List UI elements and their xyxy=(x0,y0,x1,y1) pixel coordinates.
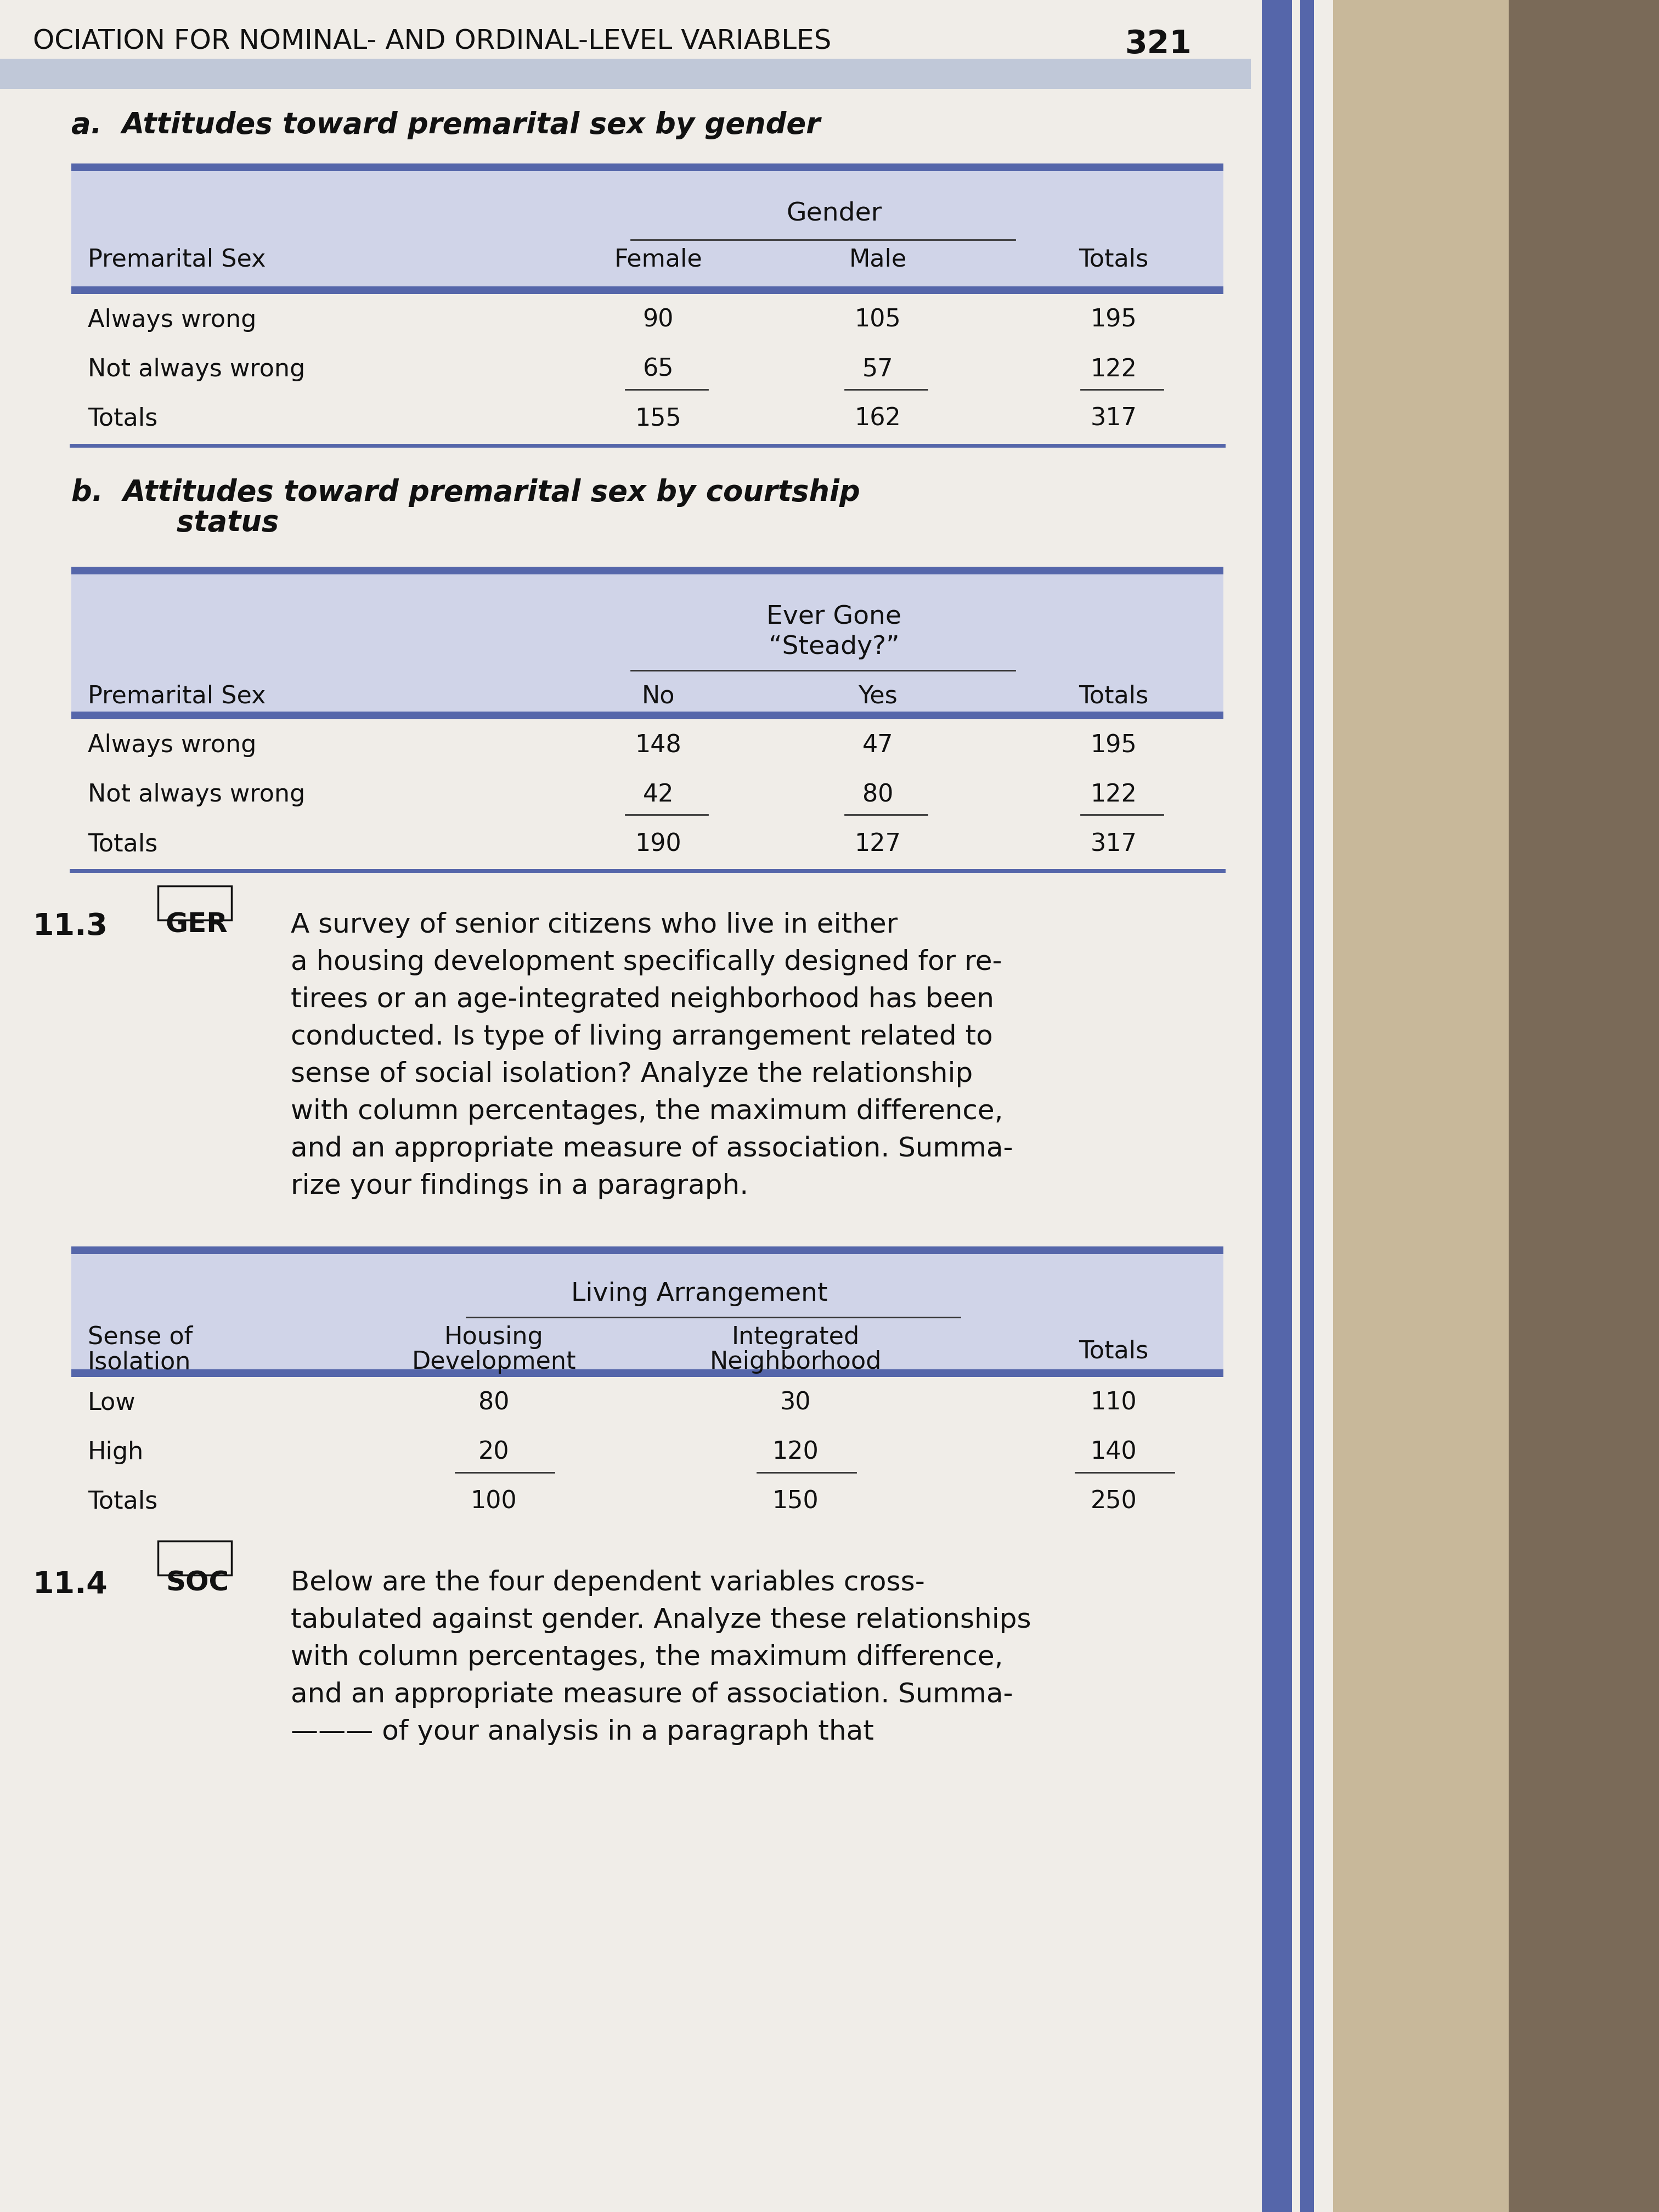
Text: 195: 195 xyxy=(1090,734,1136,757)
Bar xyxy=(71,1254,1223,1369)
Bar xyxy=(71,164,1223,170)
Text: Totals: Totals xyxy=(88,832,158,856)
Text: OCIATION FOR NOMINAL- AND ORDINAL-LEVEL VARIABLES: OCIATION FOR NOMINAL- AND ORDINAL-LEVEL … xyxy=(33,29,831,55)
Text: with column percentages, the maximum difference,: with column percentages, the maximum dif… xyxy=(290,1644,1004,1670)
Text: 90: 90 xyxy=(642,307,674,332)
Text: Totals: Totals xyxy=(1078,684,1148,708)
Text: 127: 127 xyxy=(854,832,901,856)
Text: Male: Male xyxy=(849,248,907,272)
Text: Totals: Totals xyxy=(1078,248,1148,272)
Bar xyxy=(71,1369,1223,1378)
Text: tabulated against gender. Analyze these relationships: tabulated against gender. Analyze these … xyxy=(290,1606,1032,1632)
Text: Totals: Totals xyxy=(88,407,158,431)
Bar xyxy=(71,170,1223,285)
Text: High: High xyxy=(88,1440,144,1464)
Text: and an appropriate measure of association. Summa-: and an appropriate measure of associatio… xyxy=(290,1135,1014,1161)
Text: 155: 155 xyxy=(635,407,682,431)
Text: Totals: Totals xyxy=(88,1491,158,1513)
Text: “Steady?”: “Steady?” xyxy=(768,635,899,659)
Text: Ever Gone: Ever Gone xyxy=(766,604,901,628)
Text: 148: 148 xyxy=(635,734,682,757)
Bar xyxy=(71,712,1223,719)
Text: ——— of your analysis in a paragraph that: ——— of your analysis in a paragraph that xyxy=(290,1719,874,1745)
Text: 30: 30 xyxy=(780,1391,811,1416)
Text: 11.3: 11.3 xyxy=(33,911,108,942)
Bar xyxy=(71,566,1223,575)
Text: tirees or an age-integrated neighborhood has been: tirees or an age-integrated neighborhood… xyxy=(290,987,994,1013)
Text: a housing development specifically designed for re-: a housing development specifically desig… xyxy=(290,949,1002,975)
Text: 122: 122 xyxy=(1090,358,1136,380)
Text: Gender: Gender xyxy=(786,201,881,226)
Text: 57: 57 xyxy=(863,358,893,380)
Text: and an appropriate measure of association. Summa-: and an appropriate measure of associatio… xyxy=(290,1681,1014,1708)
Text: conducted. Is type of living arrangement related to: conducted. Is type of living arrangement… xyxy=(290,1024,994,1051)
Bar xyxy=(71,285,1223,294)
Text: A survey of senior citizens who live in either: A survey of senior citizens who live in … xyxy=(290,911,898,938)
Text: 122: 122 xyxy=(1090,783,1136,807)
Text: sense of social isolation? Analyze the relationship: sense of social isolation? Analyze the r… xyxy=(290,1062,972,1088)
Text: rize your findings in a paragraph.: rize your findings in a paragraph. xyxy=(290,1172,748,1199)
Text: Totals: Totals xyxy=(1078,1338,1148,1363)
Bar xyxy=(71,1245,1223,1254)
Text: Female: Female xyxy=(614,248,702,272)
Text: Housing: Housing xyxy=(445,1325,544,1349)
Text: Always wrong: Always wrong xyxy=(88,307,257,332)
Text: 195: 195 xyxy=(1090,307,1136,332)
Text: Development: Development xyxy=(411,1349,576,1374)
Text: status: status xyxy=(126,509,279,538)
Text: Neighborhood: Neighborhood xyxy=(710,1349,881,1374)
Bar xyxy=(1262,0,1292,2212)
Text: Isolation: Isolation xyxy=(88,1349,191,1374)
Bar xyxy=(0,60,1251,88)
Text: 65: 65 xyxy=(642,358,674,380)
Text: 150: 150 xyxy=(771,1491,820,1513)
Text: 100: 100 xyxy=(471,1491,518,1513)
Text: Low: Low xyxy=(88,1391,136,1416)
Text: 317: 317 xyxy=(1090,407,1136,431)
Text: Premarital Sex: Premarital Sex xyxy=(88,248,265,272)
Text: GER: GER xyxy=(166,911,227,938)
Text: Premarital Sex: Premarital Sex xyxy=(88,684,265,708)
Text: Always wrong: Always wrong xyxy=(88,734,257,757)
Text: 250: 250 xyxy=(1090,1491,1136,1513)
Text: 11.4: 11.4 xyxy=(33,1571,108,1599)
Text: Not always wrong: Not always wrong xyxy=(88,783,305,807)
Text: with column percentages, the maximum difference,: with column percentages, the maximum dif… xyxy=(290,1099,1004,1124)
Text: b.  Attitudes toward premarital sex by courtship: b. Attitudes toward premarital sex by co… xyxy=(71,478,859,507)
Text: Living Arrangement: Living Arrangement xyxy=(571,1281,828,1307)
Text: Integrated: Integrated xyxy=(732,1325,859,1349)
Text: 47: 47 xyxy=(863,734,893,757)
Text: 190: 190 xyxy=(635,832,682,856)
Text: 42: 42 xyxy=(642,783,674,807)
Text: 20: 20 xyxy=(478,1440,509,1464)
Text: 80: 80 xyxy=(863,783,893,807)
Text: Below are the four dependent variables cross-: Below are the four dependent variables c… xyxy=(290,1571,924,1595)
Bar xyxy=(1334,0,1659,2212)
Bar xyxy=(1508,0,1659,2212)
Text: 321: 321 xyxy=(1125,29,1191,60)
Text: SOC: SOC xyxy=(166,1571,229,1595)
Text: 120: 120 xyxy=(771,1440,820,1464)
Text: 140: 140 xyxy=(1090,1440,1136,1464)
Text: 80: 80 xyxy=(478,1391,509,1416)
Text: 162: 162 xyxy=(854,407,901,431)
Bar xyxy=(1301,0,1314,2212)
Text: 105: 105 xyxy=(854,307,901,332)
Text: 317: 317 xyxy=(1090,832,1136,856)
Text: Sense of: Sense of xyxy=(88,1325,192,1349)
Text: 110: 110 xyxy=(1090,1391,1136,1416)
Text: Not always wrong: Not always wrong xyxy=(88,358,305,380)
Text: Yes: Yes xyxy=(858,684,898,708)
Bar xyxy=(71,575,1223,712)
Text: a.  Attitudes toward premarital sex by gender: a. Attitudes toward premarital sex by ge… xyxy=(71,111,820,139)
Text: No: No xyxy=(642,684,675,708)
